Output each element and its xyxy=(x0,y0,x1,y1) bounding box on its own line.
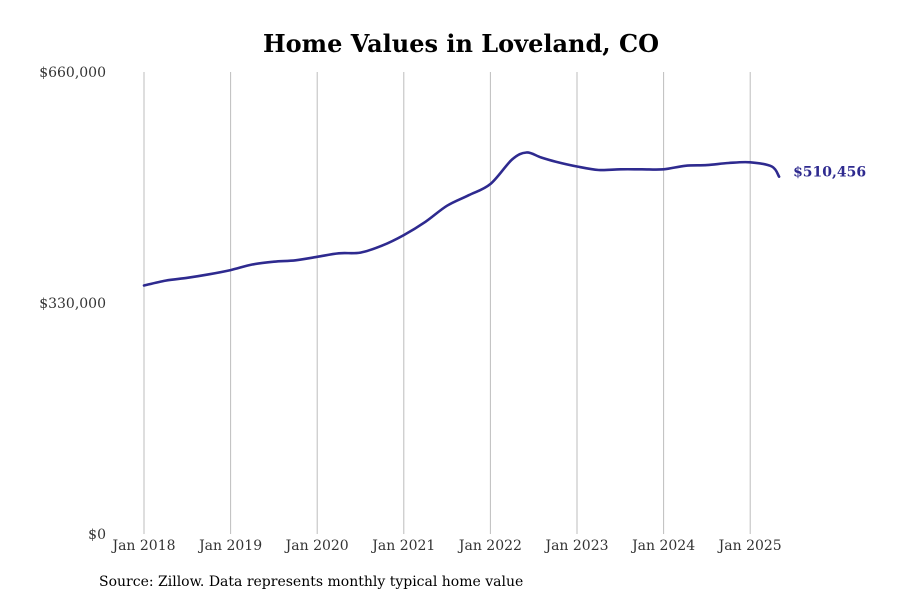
series-layer: $510,456 xyxy=(142,151,866,287)
y-tick-label: $660,000 xyxy=(39,65,106,81)
series-line xyxy=(142,151,781,287)
x-tick-label: Jan 2025 xyxy=(717,538,782,554)
x-tick-label: Jan 2021 xyxy=(370,538,435,554)
x-tick-label: Jan 2018 xyxy=(110,538,175,554)
y-tick-label: $0 xyxy=(88,527,106,543)
y-tick-label: $330,000 xyxy=(39,296,106,312)
x-axis-ticks: Jan 2018 Jan 2019 Jan 2020 Jan 2021 Jan 2022… xyxy=(110,538,781,554)
end-value-label: $510,456 xyxy=(793,165,866,181)
x-tick-label: Jan 2023 xyxy=(543,538,608,554)
x-tick-label: Jan 2020 xyxy=(284,538,349,554)
source-note: Source: Zillow. Data represents monthly … xyxy=(99,574,524,590)
chart-title: Home Values in Loveland, CO xyxy=(263,29,659,58)
x-tick-label: Jan 2024 xyxy=(630,538,695,554)
x-tick-label: Jan 2019 xyxy=(197,538,262,554)
grid-lines xyxy=(143,72,751,534)
y-axis-ticks: $0 $330,000 $660,000 xyxy=(39,65,106,543)
x-tick-label: Jan 2022 xyxy=(457,538,522,554)
